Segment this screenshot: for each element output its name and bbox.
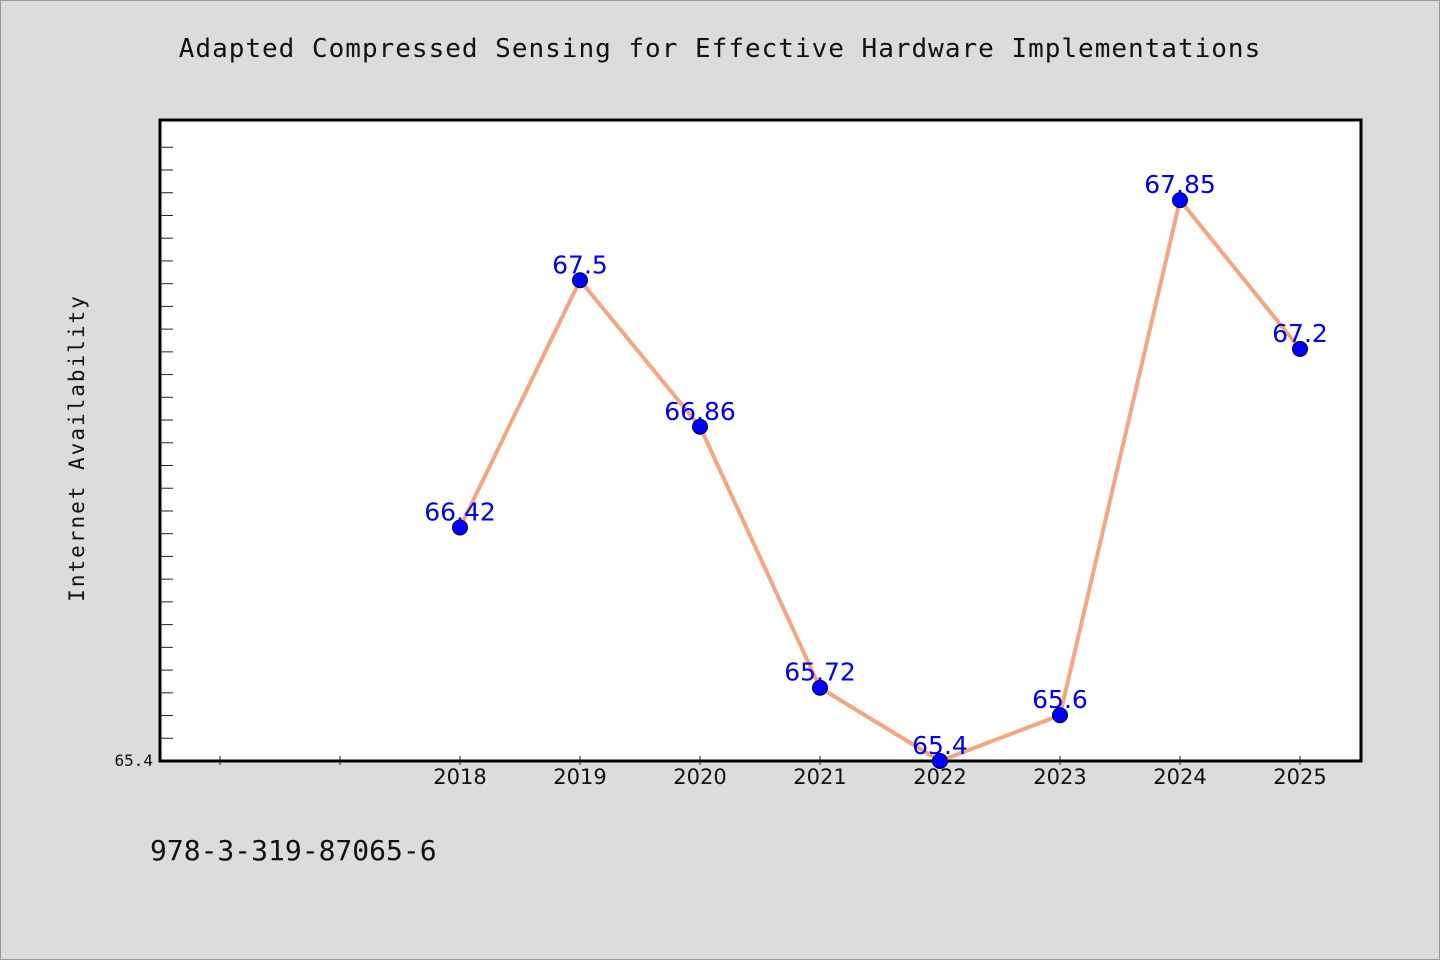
data-label: 67.2: [1272, 319, 1328, 348]
data-point-marker: [452, 519, 468, 536]
data-label: 65.4: [912, 731, 968, 760]
data-label: 67.85: [1144, 170, 1216, 199]
data-label: 65.72: [784, 658, 856, 687]
y-axis-tick-labels: 65.4: [114, 751, 153, 770]
data-point-marker: [692, 418, 708, 435]
x-tick-label: 2019: [553, 765, 606, 789]
x-axis-tick-labels: 2018 2019 2020 2021 2022 2023 2024 2025: [433, 765, 1326, 789]
x-tick-label: 2025: [1273, 765, 1326, 789]
data-point-marker: [1052, 707, 1068, 724]
data-label: 67.5: [552, 250, 608, 279]
series-markers: [452, 192, 1308, 769]
x-tick-label: 2020: [673, 765, 726, 789]
data-point-marker: [1172, 192, 1188, 209]
x-tick-label: 2023: [1033, 765, 1086, 789]
y-tick-label: 65.4: [114, 751, 153, 770]
series-data-labels: 66.42 67.5 66.86 65.72 65.4 65.6 67.85 67.2: [424, 170, 1328, 760]
x-tick-label: 2018: [433, 765, 486, 789]
series-line: [458, 198, 1302, 763]
data-point-marker: [812, 679, 828, 696]
x-tick-label: 2021: [793, 765, 846, 789]
isbn-footer: 978-3-319-87065-6: [150, 834, 437, 867]
data-label: 66.86: [664, 397, 736, 426]
data-point-marker: [932, 753, 948, 769]
x-tick-label: 2024: [1153, 765, 1206, 789]
series-polyline: [458, 198, 1302, 763]
data-point-marker: [572, 272, 588, 289]
chart-title: Adapted Compressed Sensing for Effective…: [178, 34, 1262, 64]
plot-area: [158, 118, 1363, 763]
data-label: 66.42: [424, 497, 496, 526]
data-label: 65.6: [1032, 685, 1088, 714]
y-axis-ticks: [160, 146, 173, 739]
data-point-marker: [1292, 340, 1308, 357]
